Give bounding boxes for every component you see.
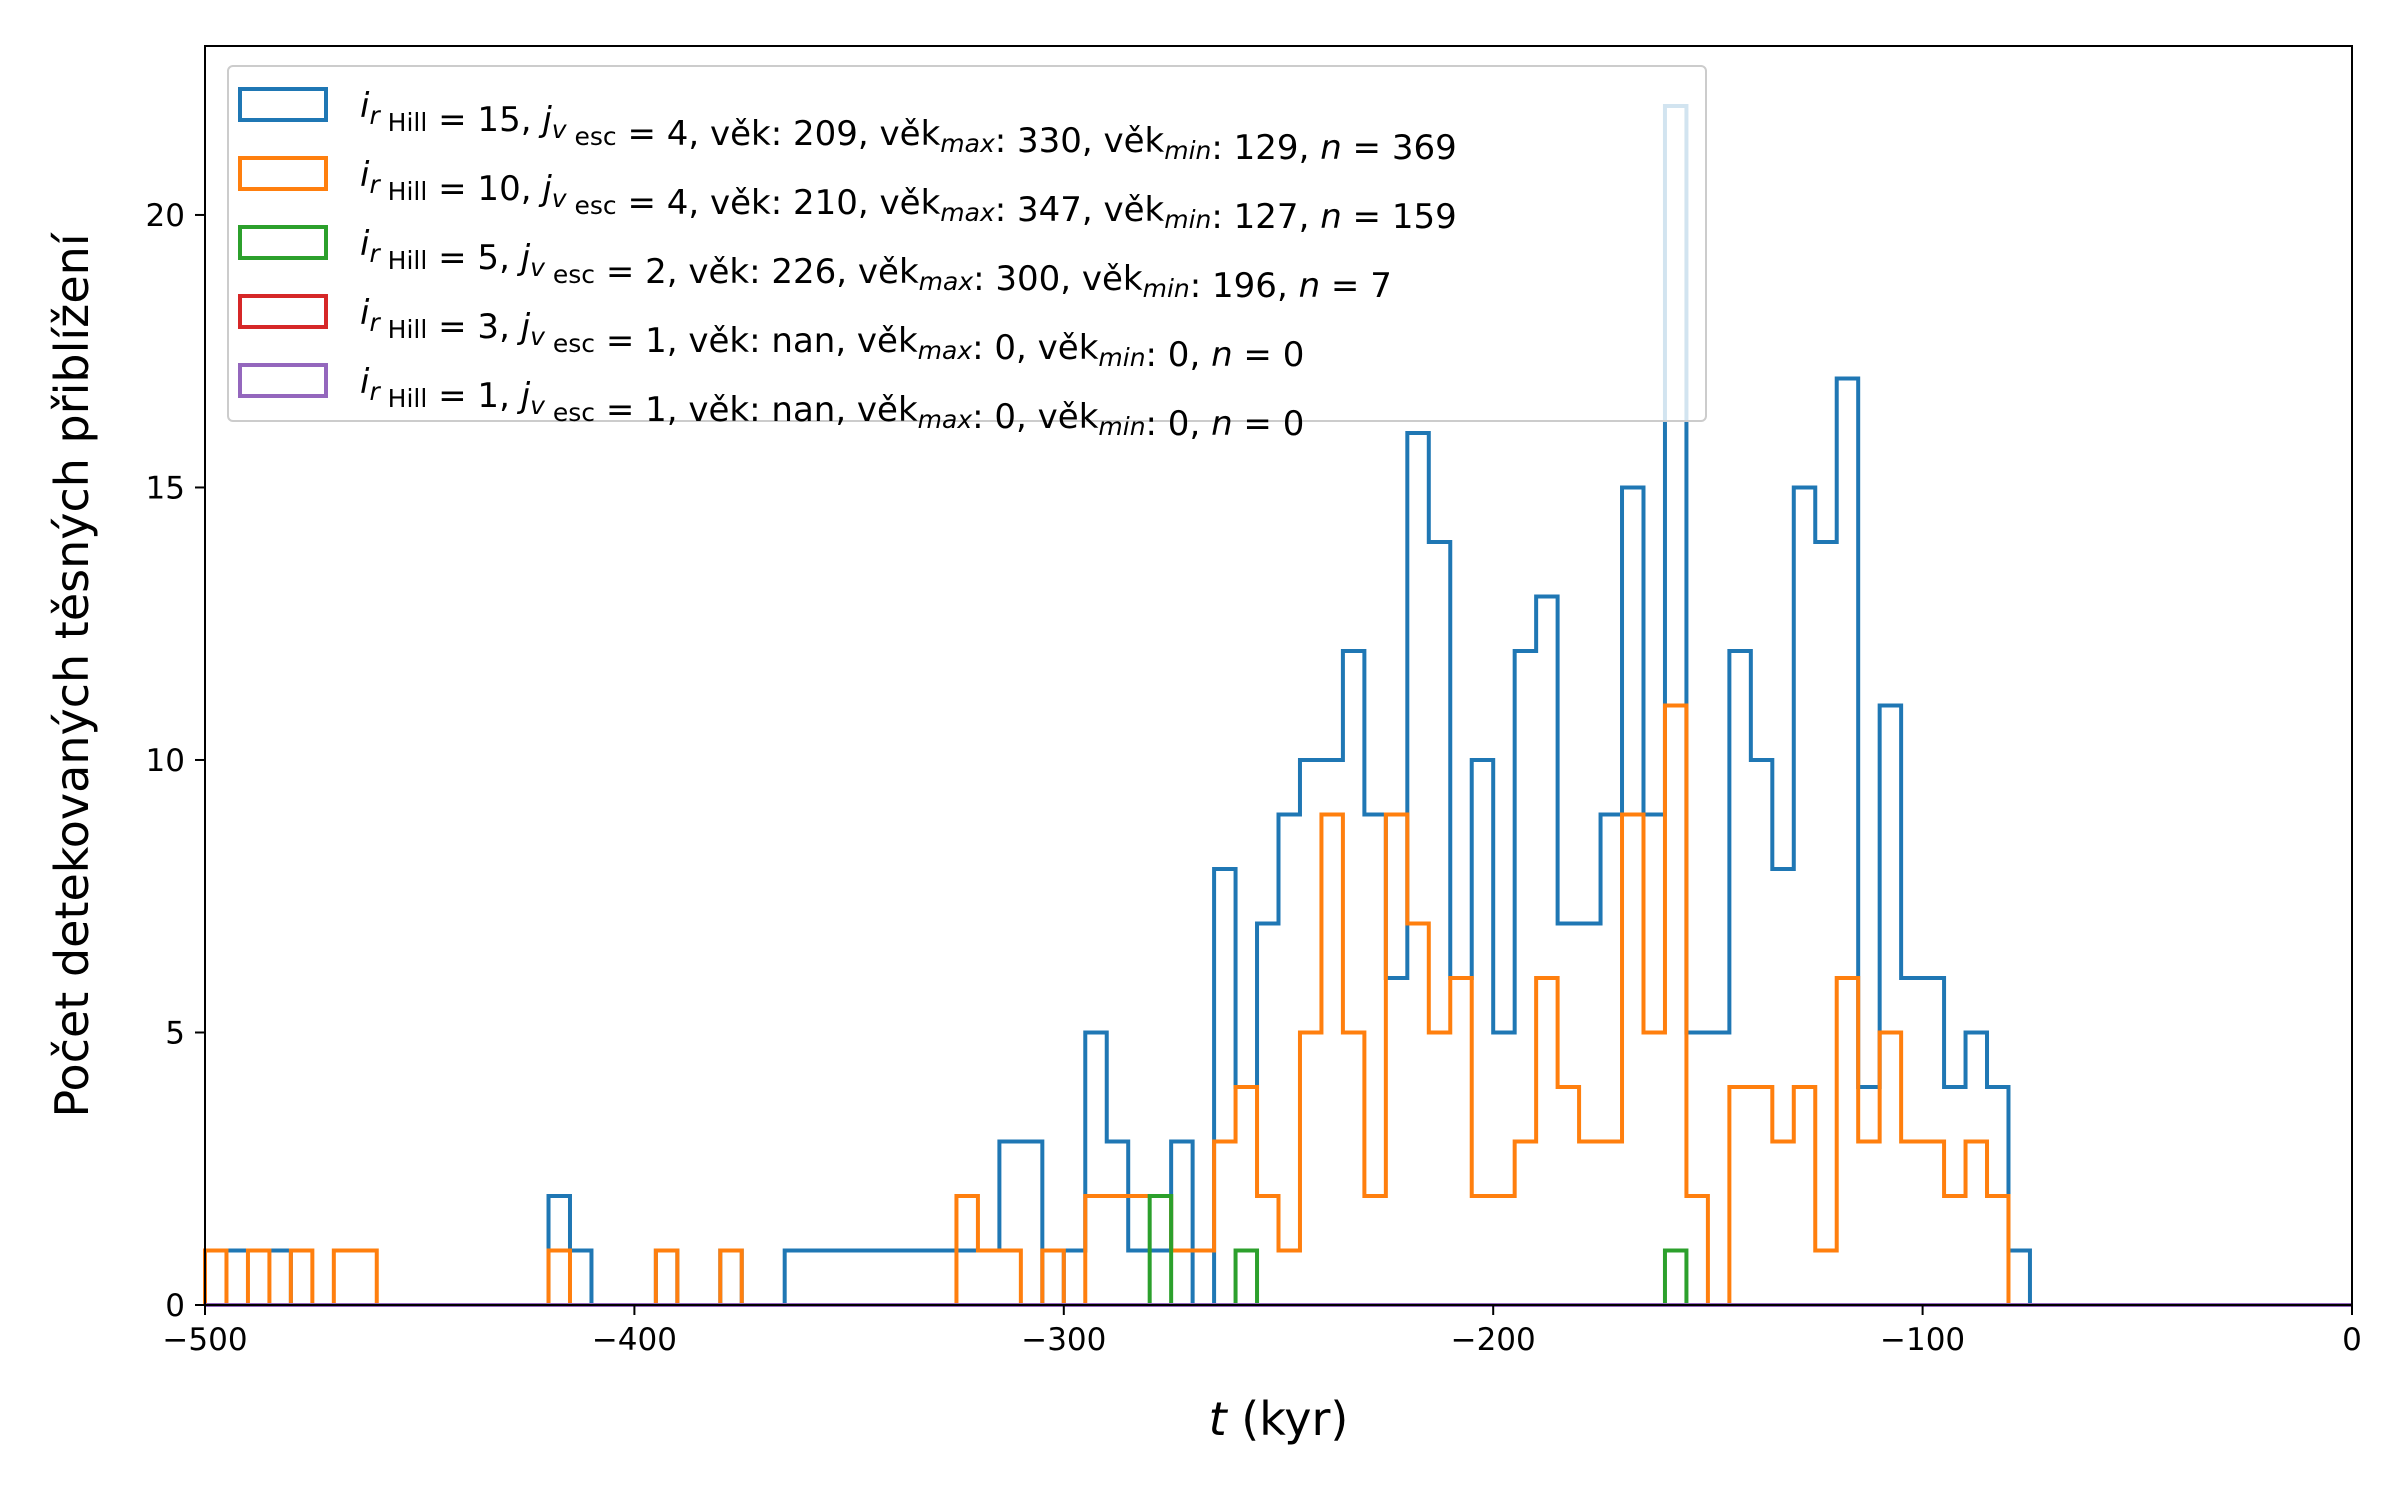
- y-tick-label: 20: [146, 198, 185, 234]
- y-axis: 0 5 10 15 20: [146, 198, 205, 1324]
- legend-entry-4: ir Hill = 3, jv esc = 1, věk: nan, věkma…: [360, 293, 1304, 375]
- x-tick-label: −400: [592, 1322, 677, 1358]
- legend-swatch: [238, 87, 328, 122]
- x-tick-label: −200: [1451, 1322, 1536, 1358]
- x-tick-label: −500: [162, 1322, 247, 1358]
- plot-frame: [204, 45, 2353, 1306]
- x-axis-label: t (kyr): [1209, 1392, 1349, 1446]
- legend-entry-3: ir Hill = 5, jv esc = 2, věk: 226, věkma…: [360, 224, 1392, 306]
- x-axis: −500 −400 −300 −200 −100 0: [162, 1305, 2362, 1358]
- legend-entry-5: ir Hill = 1, jv esc = 1, věk: nan, věkma…: [360, 362, 1304, 444]
- y-tick-label: 10: [146, 743, 185, 779]
- y-tick-label: 15: [146, 470, 185, 506]
- legend-swatch: [238, 225, 328, 260]
- x-axis-label-unit: (kyr): [1227, 1392, 1349, 1446]
- legend: ir Hill = 15, jv esc = 4, věk: 209, věkm…: [227, 65, 1707, 444]
- legend-swatch: [238, 294, 328, 329]
- legend-entry-2: ir Hill = 10, jv esc = 4, věk: 210, věkm…: [360, 155, 1457, 237]
- series-2-histogram-line: [203, 703, 2352, 1307]
- x-axis-label-symbol: t: [1209, 1392, 1229, 1446]
- legend-box: [227, 65, 1707, 422]
- legend-entry-1: ir Hill = 15, jv esc = 4, věk: 209, věkm…: [360, 86, 1457, 168]
- x-tick-label: 0: [2342, 1322, 2362, 1358]
- x-tick-label: −300: [1021, 1322, 1106, 1358]
- legend-swatch: [238, 363, 328, 398]
- y-tick-label: 5: [165, 1015, 185, 1051]
- y-tick-label: 0: [165, 1288, 185, 1324]
- legend-swatch: [238, 156, 328, 191]
- y-axis-label: Počet detekovaných těsných přiblížení: [45, 232, 99, 1117]
- x-tick-label: −100: [1880, 1322, 1965, 1358]
